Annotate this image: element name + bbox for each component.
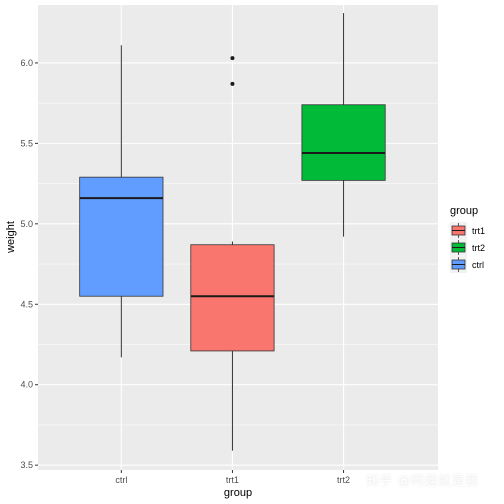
box-body <box>190 244 275 352</box>
box-body <box>79 176 164 297</box>
y-axis-ticks: 3.5 4.0 4.5 5.0 5.5 6.0 <box>20 58 38 470</box>
box-trt1 <box>190 56 275 451</box>
box-body <box>301 104 386 181</box>
y-tick-label: 4.0 <box>20 380 33 390</box>
x-tick-label: ctrl <box>115 475 127 485</box>
legend-item-trt1: trt1 <box>450 222 485 239</box>
legend-item-trt2: trt2 <box>450 239 485 256</box>
y-tick-label: 5.5 <box>20 138 33 148</box>
y-tick-label: 5.0 <box>20 219 33 229</box>
boxes-layer <box>79 13 386 451</box>
box-trt2 <box>301 13 386 237</box>
x-axis-ticks: ctrl trt1 trt2 <box>115 470 350 485</box>
outlier-point <box>230 81 235 86</box>
legend-label: trt1 <box>472 226 485 236</box>
x-tick-label: trt1 <box>226 475 239 485</box>
y-tick-label: 4.5 <box>20 299 33 309</box>
legend: group trt1 trt2 ctrl <box>450 205 485 273</box>
box-ctrl <box>79 45 164 358</box>
y-tick-label: 6.0 <box>20 58 33 68</box>
legend-item-ctrl: ctrl <box>450 256 484 273</box>
y-tick-label: 3.5 <box>20 460 33 470</box>
x-axis-title: group <box>224 487 252 499</box>
legend-label: ctrl <box>472 260 484 270</box>
y-axis-title: weight <box>5 221 17 254</box>
outlier-point <box>230 56 235 61</box>
x-tick-label: trt2 <box>337 475 350 485</box>
legend-label: trt2 <box>472 243 485 253</box>
watermark: 知乎 @阿趣就是我 <box>366 474 479 489</box>
legend-title: group <box>450 205 478 217</box>
